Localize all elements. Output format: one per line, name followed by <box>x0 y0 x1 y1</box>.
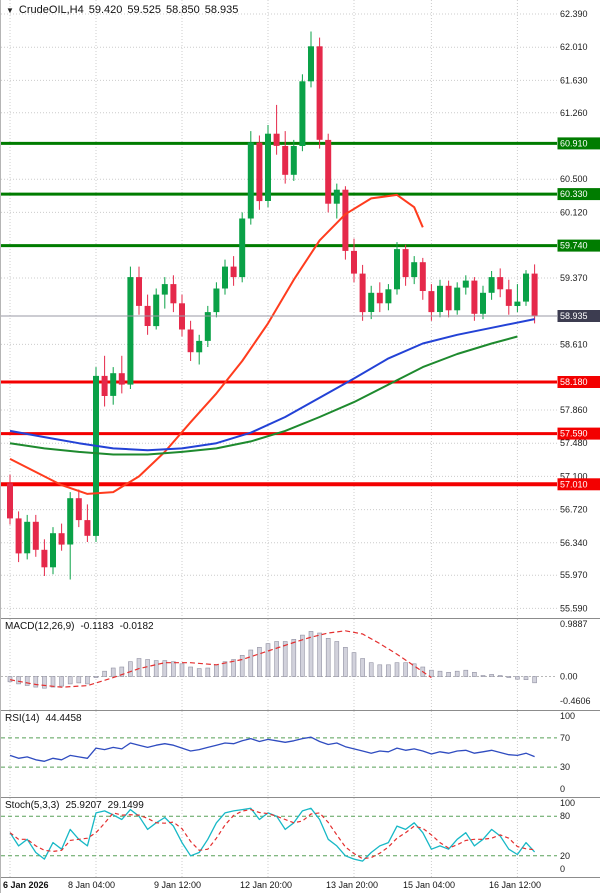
macd-name: MACD(12,26,9) <box>5 621 75 632</box>
svg-text:55.590: 55.590 <box>560 603 588 613</box>
svg-text:60.330: 60.330 <box>560 189 588 199</box>
svg-text:57.590: 57.590 <box>560 429 588 439</box>
price-badge <box>557 427 600 440</box>
svg-text:61.630: 61.630 <box>560 75 588 85</box>
svg-text:62.390: 62.390 <box>560 9 588 19</box>
time-label: 12 Jan 20:00 <box>240 880 293 890</box>
macd-canvas[interactable]: 0.9887 0.00 -0.4606 <box>1 619 600 710</box>
stoch-value-k: 25.9207 <box>65 800 102 811</box>
macd-label: MACD(12,26,9) -0.1183 -0.0182 <box>5 621 154 632</box>
svg-text:60.500: 60.500 <box>560 174 588 184</box>
svg-text:80: 80 <box>560 811 570 821</box>
svg-text:56.340: 56.340 <box>560 538 588 548</box>
svg-text:59.740: 59.740 <box>560 241 588 251</box>
svg-text:58.180: 58.180 <box>560 377 588 387</box>
main-chart-panel[interactable]: ▼ CrudeOIL,H4 59.420 59.525 58.850 58.93… <box>1 0 600 618</box>
svg-text:55.970: 55.970 <box>560 570 588 580</box>
svg-text:60.120: 60.120 <box>560 207 588 217</box>
svg-text:56.720: 56.720 <box>560 505 588 515</box>
svg-text:58.610: 58.610 <box>560 339 588 349</box>
rsi-line <box>9 736 535 762</box>
svg-text:20: 20 <box>560 851 570 861</box>
ohlc-close: 58.935 <box>204 4 239 16</box>
svg-text:59.370: 59.370 <box>560 273 588 283</box>
stoch-label: Stoch(5,3,3) 25.9207 29.1499 <box>5 800 144 811</box>
stoch-value-d: 29.1499 <box>107 800 144 811</box>
moving-averages <box>9 193 535 495</box>
time-label: 9 Jan 12:00 <box>154 880 202 890</box>
stoch-name: Stoch(5,3,3) <box>5 800 60 811</box>
ma-slow-green <box>9 335 518 456</box>
price-axis[interactable]: 62.390 62.010 61.630 61.260 60.500 60.120 59.3… <box>557 9 600 613</box>
rsi-canvas[interactable]: 100 70 30 0 <box>1 711 600 797</box>
svg-text:57.010: 57.010 <box>560 479 588 489</box>
ma-mid-blue <box>9 318 535 452</box>
svg-text:100: 100 <box>560 711 575 721</box>
svg-text:57.100: 57.100 <box>560 471 588 481</box>
price-badge <box>557 239 600 252</box>
svg-text:0: 0 <box>560 784 565 794</box>
svg-text:0: 0 <box>560 864 565 874</box>
time-label: 6 Jan 2026 <box>3 880 49 890</box>
time-label: 15 Jan 04:00 <box>403 880 456 890</box>
svg-text:0.00: 0.00 <box>560 672 578 682</box>
candles <box>7 31 538 580</box>
macd-value-signal: -0.0182 <box>119 621 154 632</box>
macd-value-main: -0.1183 <box>80 621 114 632</box>
svg-text:-0.4606: -0.4606 <box>560 696 591 706</box>
svg-text:60.910: 60.910 <box>560 138 588 148</box>
macd-signal-line <box>9 630 432 688</box>
chart-title[interactable]: ▼ CrudeOIL,H4 59.420 59.525 58.850 58.93… <box>6 4 238 16</box>
price-badge <box>557 478 600 491</box>
main-chart-canvas[interactable]: 62.390 62.010 61.630 61.260 60.500 60.120 59.3… <box>1 0 600 618</box>
svg-text:0.9887: 0.9887 <box>560 619 588 629</box>
stoch-d-line <box>9 808 535 860</box>
chart-dropdown-icon[interactable]: ▼ <box>6 5 14 15</box>
price-badge <box>557 137 600 150</box>
price-badge <box>557 310 600 322</box>
rsi-label: RSI(14) 44.4458 <box>5 713 82 724</box>
rsi-value: 44.4458 <box>45 713 82 724</box>
svg-text:61.260: 61.260 <box>560 108 588 118</box>
macd-histogram <box>7 631 537 689</box>
chart-symbol: CrudeOIL,H4 <box>18 4 84 16</box>
time-label: 13 Jan 20:00 <box>326 880 379 890</box>
svg-text:62.010: 62.010 <box>560 42 588 52</box>
time-label: 8 Jan 04:00 <box>68 880 116 890</box>
ohlc-low: 58.850 <box>166 4 200 16</box>
svg-text:100: 100 <box>560 798 575 808</box>
svg-text:57.860: 57.860 <box>560 405 588 415</box>
ohlc-open: 59.420 <box>88 4 123 16</box>
stoch-panel[interactable]: Stoch(5,3,3) 25.9207 29.1499 100 80 20 0 <box>1 797 600 877</box>
time-axis[interactable]: 6 Jan 2026 8 Jan 04:00 9 Jan 12:00 12 Jan 2… <box>1 877 600 893</box>
rsi-panel[interactable]: RSI(14) 44.4458 100 70 30 0 <box>1 710 600 797</box>
rsi-name: RSI(14) <box>5 713 40 724</box>
price-badge <box>557 188 600 201</box>
price-badge <box>557 376 600 388</box>
svg-text:70: 70 <box>560 733 570 743</box>
ma-fast-red <box>9 193 424 495</box>
ohlc-high: 59.525 <box>127 4 162 16</box>
macd-panel[interactable]: MACD(12,26,9) -0.1183 -0.0182 0.9887 0.00… <box>1 618 600 710</box>
stoch-canvas[interactable]: 100 80 20 0 <box>1 798 600 877</box>
svg-text:30: 30 <box>560 762 570 772</box>
time-label: 16 Jan 12:00 <box>489 880 542 890</box>
svg-text:57.480: 57.480 <box>560 438 588 448</box>
svg-text:58.935: 58.935 <box>560 311 588 321</box>
